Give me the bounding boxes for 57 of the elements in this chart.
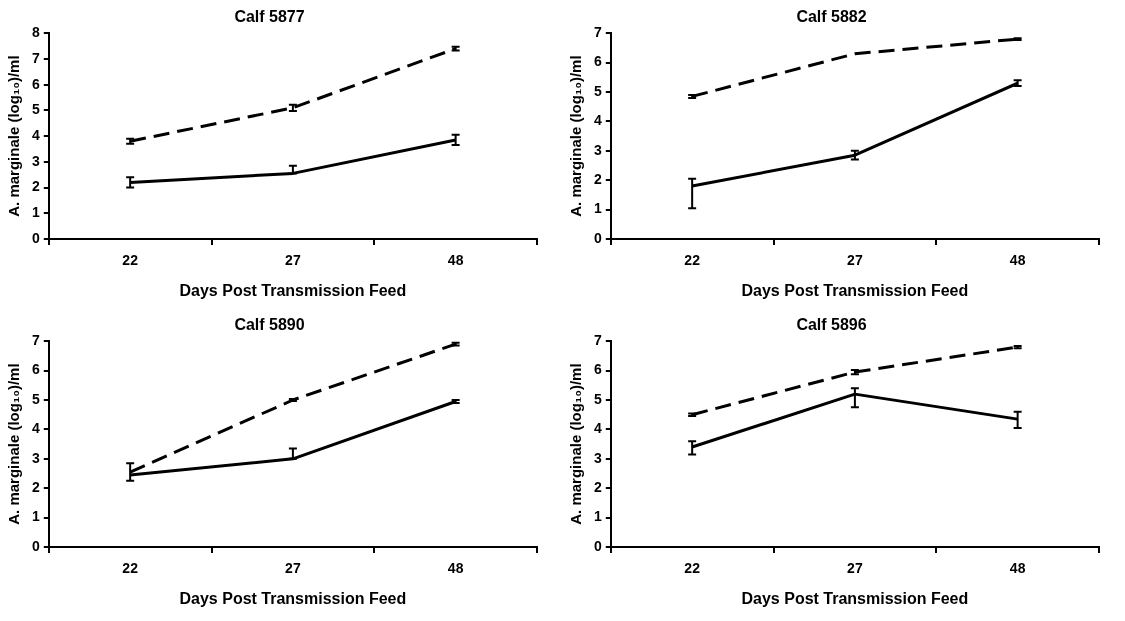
y-tick-label: 0 xyxy=(593,537,602,554)
y-tick-label: 2 xyxy=(593,479,602,496)
y-tick-label: 5 xyxy=(31,101,40,118)
y-tick-label: 3 xyxy=(593,141,602,158)
y-tick-label: 0 xyxy=(31,229,40,246)
y-tick-label: 7 xyxy=(31,332,40,349)
x-axis-title: Days Post Transmission Feed xyxy=(741,589,969,607)
chart-title: Calf 5896 xyxy=(796,316,867,334)
y-tick-label: 5 xyxy=(593,390,602,407)
x-tick-label: 22 xyxy=(684,252,701,269)
x-axis-title: Days Post Transmission Feed xyxy=(179,589,407,607)
x-tick-label: 22 xyxy=(122,560,139,577)
y-tick-label: 6 xyxy=(31,361,40,378)
x-axis-title: Days Post Transmission Feed xyxy=(741,281,969,299)
y-tick-label: 2 xyxy=(31,479,40,496)
y-tick-label: 7 xyxy=(593,24,602,41)
x-tick-label: 22 xyxy=(684,560,701,577)
y-axis-title: A. marginale (log₁₀)/ml xyxy=(567,363,585,525)
y-tick-label: 1 xyxy=(593,200,602,217)
y-tick-label: 3 xyxy=(31,152,40,169)
y-tick-label: 5 xyxy=(31,390,40,407)
y-tick-label: 5 xyxy=(593,82,602,99)
y-tick-label: 0 xyxy=(31,537,40,554)
y-tick-label: 4 xyxy=(31,420,40,437)
x-tick-label: 22 xyxy=(122,252,139,269)
x-tick-label: 27 xyxy=(847,560,863,577)
x-tick-label: 27 xyxy=(285,560,301,577)
y-tick-label: 6 xyxy=(593,53,602,70)
y-tick-label: 2 xyxy=(593,171,602,188)
y-tick-label: 4 xyxy=(593,420,602,437)
y-tick-label: 3 xyxy=(593,449,602,466)
x-tick-label: 48 xyxy=(1009,252,1026,269)
y-tick-label: 7 xyxy=(593,332,602,349)
x-tick-label: 48 xyxy=(447,252,464,269)
y-tick-label: 4 xyxy=(31,126,40,143)
y-tick-label: 1 xyxy=(31,204,40,221)
y-tick-label: 4 xyxy=(593,112,602,129)
y-tick-label: 6 xyxy=(593,361,602,378)
y-tick-label: 1 xyxy=(593,508,602,525)
y-tick-label: 8 xyxy=(31,24,40,41)
x-tick-label: 27 xyxy=(847,252,863,269)
chart-title: Calf 5890 xyxy=(234,316,305,334)
y-tick-label: 3 xyxy=(31,449,40,466)
y-axis-title: A. marginale (log₁₀)/ml xyxy=(5,363,23,525)
y-tick-label: 0 xyxy=(593,229,602,246)
chart-title: Calf 5882 xyxy=(796,8,867,26)
y-tick-label: 6 xyxy=(31,75,40,92)
x-tick-label: 48 xyxy=(447,560,464,577)
y-axis-title: A. marginale (log₁₀)/ml xyxy=(567,55,585,217)
y-axis-title: A. marginale (log₁₀)/ml xyxy=(5,55,23,217)
y-tick-label: 7 xyxy=(31,49,40,66)
x-tick-label: 27 xyxy=(285,252,301,269)
y-tick-label: 1 xyxy=(31,508,40,525)
x-tick-label: 48 xyxy=(1009,560,1026,577)
y-tick-label: 2 xyxy=(31,178,40,195)
x-axis-title: Days Post Transmission Feed xyxy=(179,281,407,299)
chart-title: Calf 5877 xyxy=(234,8,305,26)
